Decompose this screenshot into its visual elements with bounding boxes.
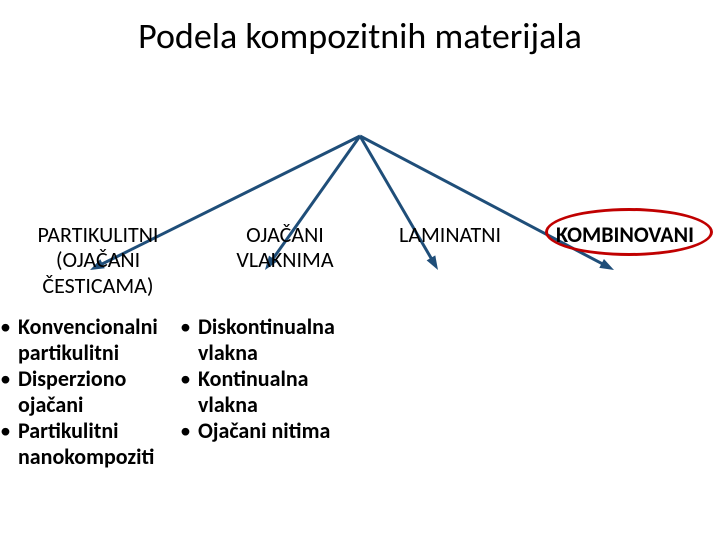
list-item: •Disperzionoojačani — [0, 366, 200, 418]
category-partikulitni: PARTIKULITNI(OJAČANIČESTICAMA) — [18, 222, 178, 298]
highlight-ellipse — [545, 208, 713, 256]
list-item: •Kontinualnavlakna — [180, 366, 380, 418]
list-item: •Diskontinualnavlakna — [180, 314, 380, 366]
slide-title: Podela kompozitnih materijala — [0, 14, 720, 58]
list-item: •Konvencionalnipartikulitni — [0, 314, 200, 366]
list-partikulitni: •Konvencionalnipartikulitni•Disperzionoo… — [0, 314, 200, 470]
category-laminatni: LAMINATNI — [380, 222, 520, 247]
list-item: •Partikulitninanokompoziti — [0, 418, 200, 470]
list-vlakna: •Diskontinualnavlakna•Kontinualnavlakna•… — [180, 314, 380, 444]
category-ojacani-vlaknima: OJAČANIVLAKNIMA — [210, 222, 360, 273]
list-item: •Ojačani nitima — [180, 418, 380, 444]
